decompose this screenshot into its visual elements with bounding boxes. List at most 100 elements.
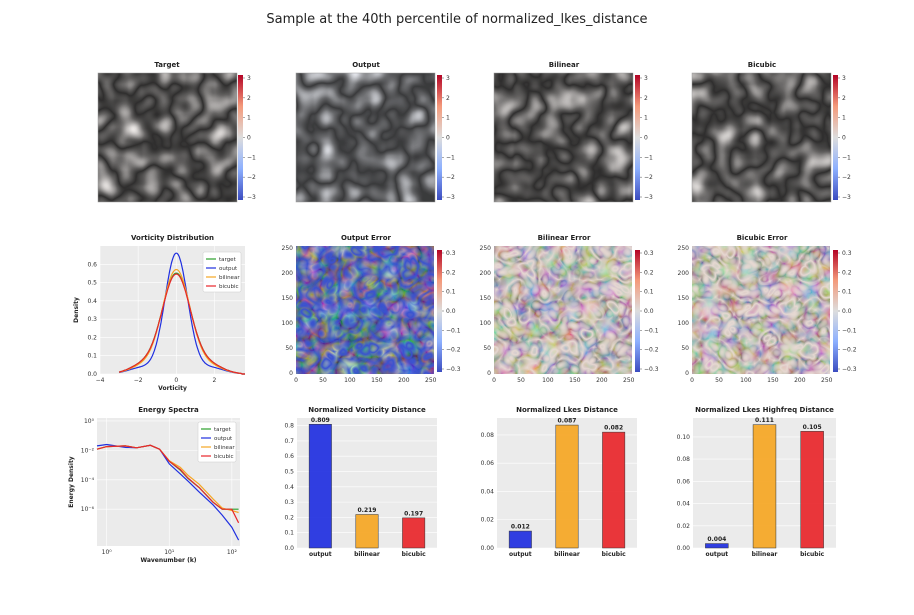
colorbar — [833, 250, 838, 372]
bar-bilinear — [555, 424, 579, 549]
error-swirl — [296, 246, 434, 374]
y-tick-label: 0.06 — [677, 478, 691, 485]
legend-label: bicubic — [214, 454, 234, 460]
y-tick-label: 0.6 — [284, 453, 294, 460]
colorbar — [238, 75, 243, 200]
x-tick-label: 10² — [227, 549, 238, 556]
colorbar-tick-label: 3 — [644, 75, 648, 82]
colorbar-tick-label: 3 — [842, 75, 846, 82]
colorbar-tick-label: −3 — [446, 194, 455, 201]
colorbar-tick-label: −0.1 — [446, 327, 461, 334]
colorbar-tick-label: −0.2 — [446, 347, 461, 354]
field-swirl-red — [296, 73, 435, 202]
y-tick-label: 50 — [285, 345, 293, 352]
y-tick-label: 10⁻⁶ — [81, 506, 95, 513]
colorbar-tick-label: 1 — [247, 115, 251, 122]
colorbar-tick-label: 0.3 — [446, 250, 456, 257]
error-swirl — [692, 246, 830, 374]
colorbar-tick-label: −2 — [644, 174, 653, 181]
y-tick-label: 0.04 — [677, 501, 691, 508]
colorbar-tick-label: 2 — [842, 95, 846, 102]
chart-title: Normalized Lkes Highfreq Distance — [695, 406, 834, 414]
y-tick-label: 150 — [678, 295, 690, 302]
x-tick-label: 150 — [767, 377, 779, 384]
legend-label: output — [219, 266, 238, 272]
panel-bicubic-error: Bicubic Error — [692, 234, 830, 374]
bar-output — [508, 530, 532, 549]
colorbar-tick-label: 0.1 — [842, 289, 852, 296]
y-tick-label: 0.3 — [87, 316, 97, 323]
bar-value-label: 0.082 — [604, 425, 623, 432]
colorbar-tick-label: −2 — [446, 174, 455, 181]
y-tick-label: 0.0 — [87, 371, 97, 378]
colorbar-tick-label: −0.1 — [842, 327, 857, 334]
colorbar-tick-label: 0.1 — [446, 289, 456, 296]
y-tick-label: 50 — [681, 345, 689, 352]
y-tick-label: 0.06 — [481, 460, 495, 467]
colorbar-tick-label: −1 — [644, 154, 653, 161]
y-tick-label: 0.04 — [481, 488, 495, 495]
y-tick-label: 0.1 — [87, 353, 97, 360]
colorbar-tick-label: 0.3 — [842, 250, 852, 257]
x-tick-label: 10⁰ — [102, 549, 113, 556]
x-tick-label: 250 — [425, 377, 437, 384]
panel-title: Output Error — [341, 234, 392, 242]
colorbar-tick-label: 0.0 — [842, 308, 852, 315]
y-tick-label: 10⁻⁴ — [81, 477, 95, 484]
bar-value-label: 0.012 — [511, 524, 530, 531]
bar-output — [308, 424, 332, 549]
x-tick-label: 0 — [690, 377, 694, 384]
panel-title: Bilinear Error — [538, 234, 591, 242]
y-tick-label: 0.1 — [284, 530, 294, 537]
bar-value-label: 0.105 — [803, 424, 822, 431]
colorbar-tick-label: 1 — [446, 115, 450, 122]
x-tick-label: 100 — [542, 377, 554, 384]
field-frame — [97, 72, 238, 203]
y-tick-label: 0.5 — [284, 469, 294, 476]
x-tick-label: bilinear — [354, 551, 380, 558]
panel-target: Target — [97, 61, 238, 203]
y-tick-label: 0.7 — [284, 438, 294, 445]
x-tick-label: bicubic — [800, 551, 825, 558]
colorbar-tick-label: 0 — [644, 135, 648, 142]
y-tick-label: 150 — [480, 295, 492, 302]
spectrum-line-output — [96, 443, 240, 541]
x-tick-label: 2 — [213, 377, 217, 384]
x-tick-label: 0 — [492, 377, 496, 384]
panel-title: Output — [352, 61, 380, 69]
y-tick-label: 10⁰ — [84, 418, 95, 425]
chart-title: Normalized Lkes Distance — [516, 406, 618, 414]
y-tick-label: 0 — [289, 370, 293, 377]
y-tick-label: 200 — [480, 270, 492, 277]
colorbar — [833, 75, 838, 200]
x-tick-label: output — [509, 551, 532, 558]
colorbar-tick-label: −0.3 — [446, 366, 461, 373]
x-axis-label: Wavenumber (k) — [140, 557, 196, 564]
x-tick-label: 0 — [294, 377, 298, 384]
y-tick-label: 150 — [282, 295, 294, 302]
kde-line-bicubic — [118, 273, 245, 375]
x-tick-label: bicubic — [402, 551, 427, 558]
y-tick-label: 250 — [480, 245, 492, 252]
colorbar-tick-label: −0.1 — [644, 327, 659, 334]
y-tick-label: 100 — [678, 320, 690, 327]
y-tick-label: 0 — [487, 370, 491, 377]
colorbar-tick-label: 1 — [644, 115, 648, 122]
x-tick-label: bilinear — [752, 551, 778, 558]
colorbar-tick-label: −0.2 — [842, 347, 857, 354]
bar-value-label: 0.219 — [358, 507, 377, 514]
kde-line-bilinear — [118, 268, 245, 375]
chart-title: Normalized Vorticity Distance — [308, 406, 426, 414]
colorbar-tick-label: −1 — [247, 154, 256, 161]
x-tick-label: 200 — [596, 377, 608, 384]
colorbar-tick-label: −2 — [247, 174, 256, 181]
legend-label: bicubic — [219, 284, 239, 290]
field-frame — [295, 72, 436, 203]
legend-label: target — [214, 427, 232, 433]
panel-output: Output — [295, 61, 436, 203]
x-tick-label: 100 — [344, 377, 356, 384]
y-tick-label: 0.5 — [87, 280, 97, 287]
chart-layer: 3 2 1 0 −1 −2 −3 3 2 1 0 −1 −2 −3 3 2 1 0 −1 −2 −3 3 2 1 0 −1 −2 −3… — [68, 75, 857, 564]
y-tick-label: 250 — [678, 245, 690, 252]
field-swirl-red — [494, 73, 633, 202]
